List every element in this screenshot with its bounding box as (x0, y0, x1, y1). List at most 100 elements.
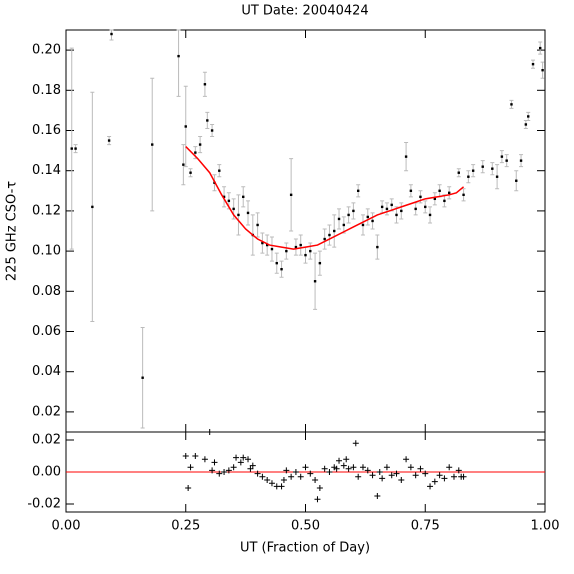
x-tick-label: 0.00 (52, 519, 81, 534)
residual-point (192, 453, 199, 459)
data-point (323, 237, 326, 241)
residual-point (383, 464, 390, 471)
x-tick-label: 0.25 (171, 519, 200, 534)
data-point (443, 199, 446, 203)
residual-point (206, 429, 213, 435)
data-point (141, 376, 144, 379)
residual-point (182, 453, 189, 459)
residual-point (307, 470, 314, 477)
data-point (462, 193, 465, 197)
data-point (151, 143, 154, 146)
data-point (515, 179, 518, 182)
y-tick-label: 0.06 (32, 324, 61, 339)
residual-point (355, 473, 362, 480)
data-point (491, 167, 494, 170)
residual-point (302, 464, 309, 471)
residual-point (455, 467, 462, 474)
residual-point (340, 462, 347, 469)
y-tick-label: 0.16 (32, 123, 61, 138)
residual-point (254, 470, 261, 477)
residual-point (388, 472, 395, 479)
data-point (361, 223, 365, 227)
data-point (206, 119, 209, 122)
residual-point (211, 459, 218, 466)
data-point (495, 175, 499, 178)
data-point (380, 205, 384, 209)
residual-point (316, 485, 323, 491)
data-point (222, 195, 226, 199)
residual-point (312, 477, 319, 483)
data-point (438, 189, 441, 192)
x-tick-label: 0.50 (291, 519, 320, 534)
data-point (409, 189, 413, 192)
data-point (366, 215, 369, 219)
top-panel-frame (65, 29, 546, 433)
data-point (285, 249, 288, 253)
residual-point (225, 467, 232, 474)
data-point (385, 207, 389, 211)
residual-point (345, 465, 352, 472)
residual-point (417, 465, 424, 472)
data-point (376, 245, 379, 249)
y-tick-label: 0.10 (32, 244, 61, 259)
residual-point (292, 469, 299, 475)
data-point (527, 115, 530, 118)
data-point (184, 125, 187, 128)
data-point (177, 54, 180, 58)
residual-point (343, 456, 350, 463)
residual-point (237, 459, 244, 466)
data-point (531, 62, 535, 66)
data-point (237, 213, 240, 217)
data-point (74, 147, 77, 150)
residual-point (288, 473, 295, 480)
data-point (414, 207, 417, 211)
residual-point (245, 456, 252, 463)
data-point (448, 191, 451, 195)
residual-point (403, 456, 410, 463)
data-point (500, 155, 504, 158)
data-point (261, 241, 264, 245)
residual-point (264, 477, 271, 483)
residual-point (369, 472, 376, 479)
data-point (467, 175, 470, 178)
y-tick-label: 0.20 (32, 43, 61, 58)
data-point (433, 197, 437, 201)
error-bar (176, 29, 181, 97)
residual-point (209, 467, 216, 474)
residual-point (333, 465, 340, 472)
y-tick-label: 0.02 (32, 404, 61, 419)
data-point (471, 169, 475, 172)
residual-point (350, 464, 357, 471)
data-point (328, 233, 331, 237)
data-point (510, 103, 513, 106)
data-point (424, 205, 427, 209)
residual-point (321, 465, 328, 472)
data-point (203, 83, 207, 86)
data-point (371, 219, 374, 223)
data-point (404, 155, 408, 158)
residual-point (280, 477, 287, 483)
residual-point (216, 470, 223, 477)
residual-point (460, 473, 467, 480)
data-point (256, 223, 259, 227)
y-tick-label: 0.18 (32, 83, 61, 98)
residual-point (268, 480, 275, 487)
residual-point (336, 457, 343, 464)
residual-point (364, 467, 371, 474)
residual-point (393, 470, 400, 477)
data-point (182, 163, 185, 166)
y-tick-label: 0.00 (32, 465, 61, 480)
y-axis-label: 225 GHz CSO-τ (5, 181, 20, 281)
data-point (539, 46, 542, 50)
residual-point (352, 440, 359, 447)
data-point (352, 209, 355, 213)
residual-point (240, 454, 247, 461)
data-point (280, 267, 283, 271)
residual-point (230, 464, 237, 471)
data-point (91, 205, 94, 209)
chart-title: UT Date: 20040424 (241, 4, 368, 19)
residual-point (376, 469, 383, 475)
residual-point (359, 464, 366, 471)
data-point (524, 123, 528, 126)
